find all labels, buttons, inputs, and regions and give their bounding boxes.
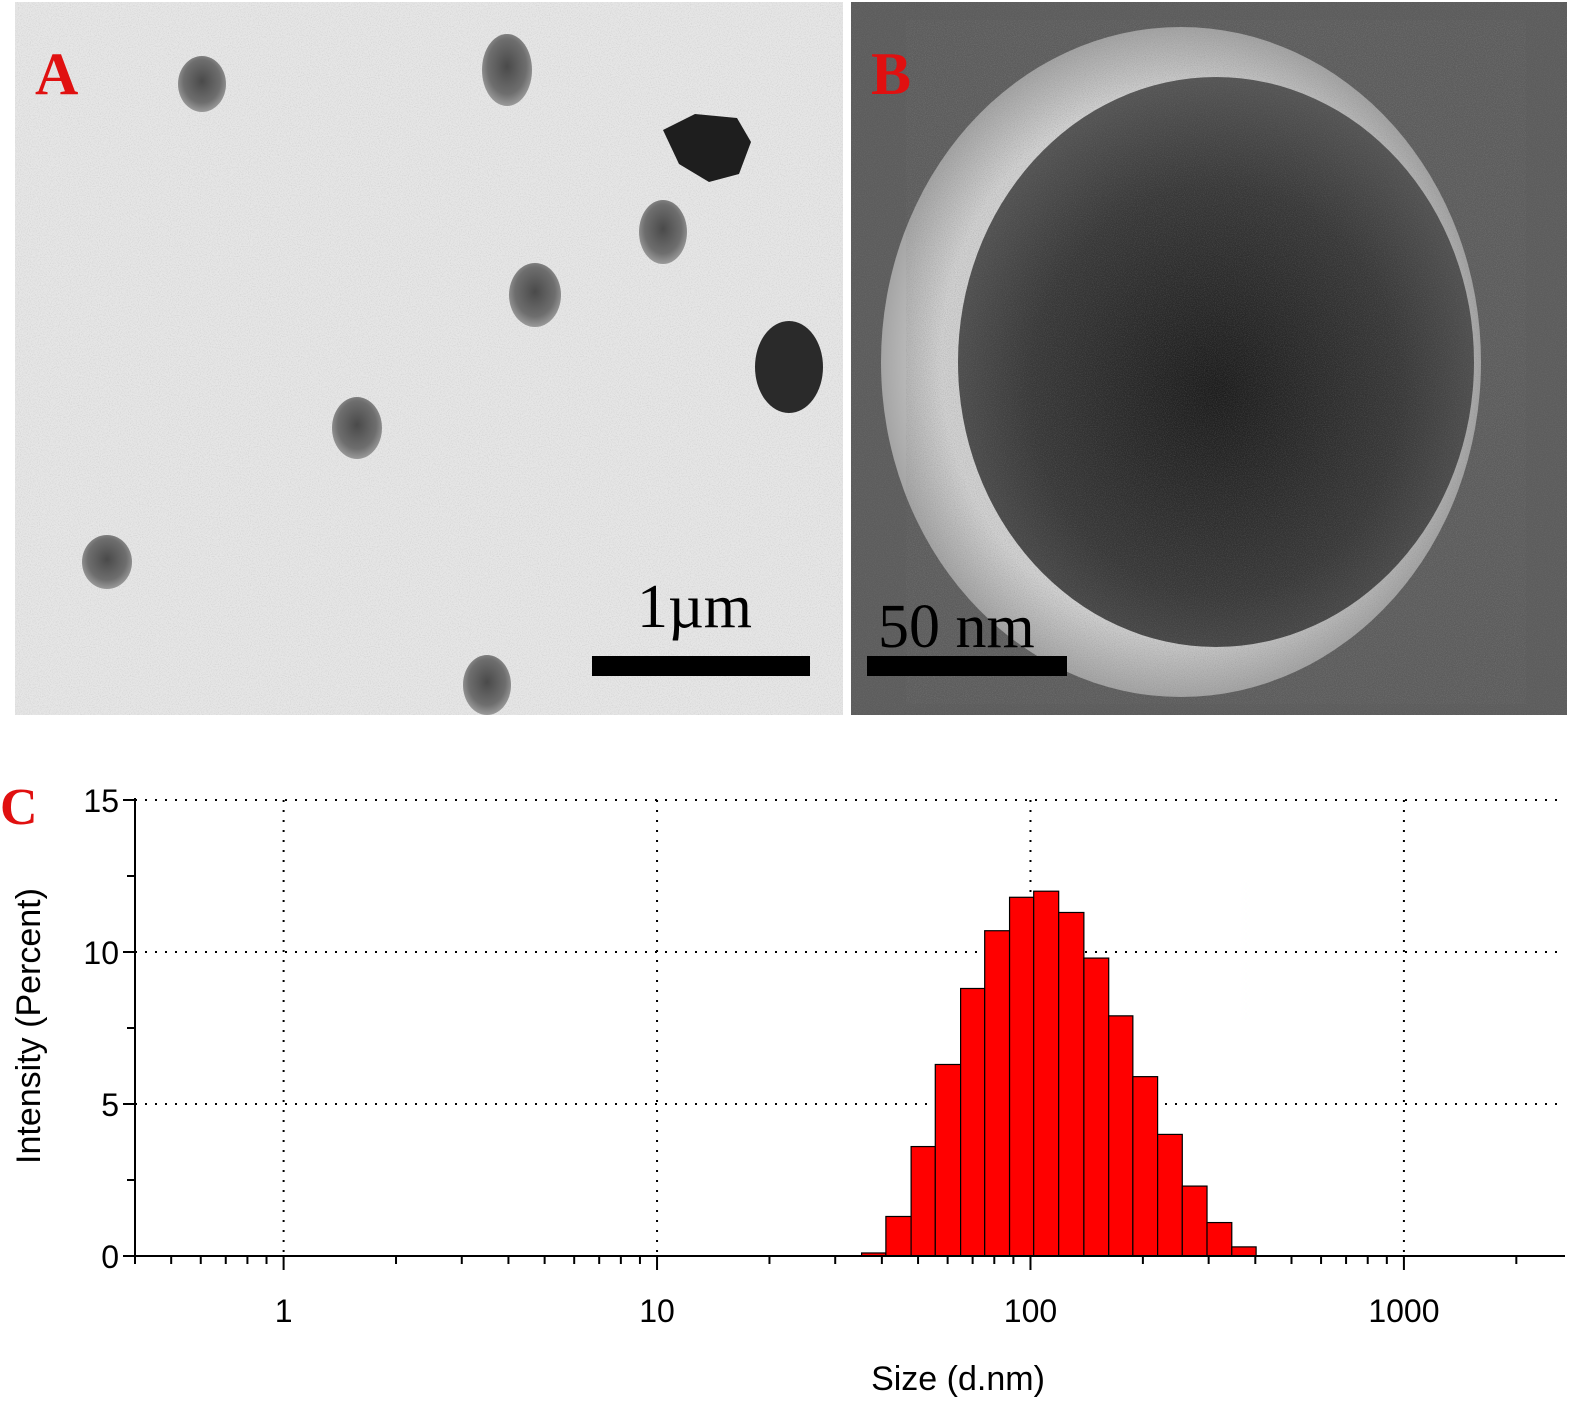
scale-bar-a — [592, 656, 810, 676]
particle — [463, 655, 511, 715]
scale-bar-label-b: 50 nm — [878, 593, 1035, 661]
particle — [178, 56, 226, 112]
tem-image-a-graphic — [15, 2, 843, 715]
histogram-bar — [1008, 896, 1035, 1257]
axes — [123, 798, 1565, 1270]
histogram-bars — [860, 890, 1257, 1257]
y-tick-label: 5 — [101, 1087, 119, 1123]
histogram-bar — [1033, 890, 1060, 1257]
scale-bar-label-a: 1µm — [637, 573, 752, 641]
x-tick-label: 10 — [639, 1293, 675, 1329]
histogram-bar — [1206, 1221, 1233, 1257]
histogram-bar — [1181, 1185, 1208, 1257]
histogram-bar — [1083, 957, 1110, 1257]
histogram-bar — [1108, 1015, 1134, 1257]
scale-bar-b — [867, 656, 1067, 676]
x-tick-label: 100 — [1004, 1293, 1057, 1329]
histogram-bar — [910, 1145, 936, 1257]
histogram-bar — [984, 930, 1011, 1257]
particle — [639, 200, 687, 264]
particle — [755, 321, 823, 413]
x-tick-label: 1 — [275, 1293, 293, 1329]
histogram-bar — [1058, 911, 1085, 1257]
y-tick-label: 15 — [83, 783, 119, 819]
y-axis-title: Intensity (Percent) — [10, 888, 48, 1164]
tick-labels: 0 5 10 15 1 10 100 1000 — [83, 783, 1439, 1329]
tem-image-b: B 50 nm — [851, 2, 1567, 715]
histogram-bar — [1157, 1133, 1183, 1257]
tem-image-a: A 1µm — [15, 2, 843, 715]
particle — [509, 263, 561, 327]
histogram-bar — [1132, 1076, 1159, 1257]
panel-label-c: C — [0, 779, 38, 836]
y-tick-label: 0 — [101, 1239, 119, 1275]
particle — [663, 114, 751, 182]
x-tick-label: 1000 — [1368, 1293, 1439, 1329]
grid-lines — [135, 799, 1565, 1256]
panel-label-a: A — [35, 41, 79, 107]
histogram-bar — [1231, 1246, 1257, 1257]
y-tick-label: 10 — [83, 935, 119, 971]
histogram-bar — [934, 1063, 962, 1257]
histogram-bar — [885, 1215, 912, 1257]
panel-label-b: B — [871, 41, 912, 107]
particle — [332, 397, 382, 459]
particle — [482, 34, 532, 106]
x-axis-title: Size (d.nm) — [871, 1360, 1045, 1398]
particle — [82, 535, 132, 589]
histogram-bar — [960, 987, 986, 1257]
tem-image-b-graphic — [851, 2, 1567, 715]
